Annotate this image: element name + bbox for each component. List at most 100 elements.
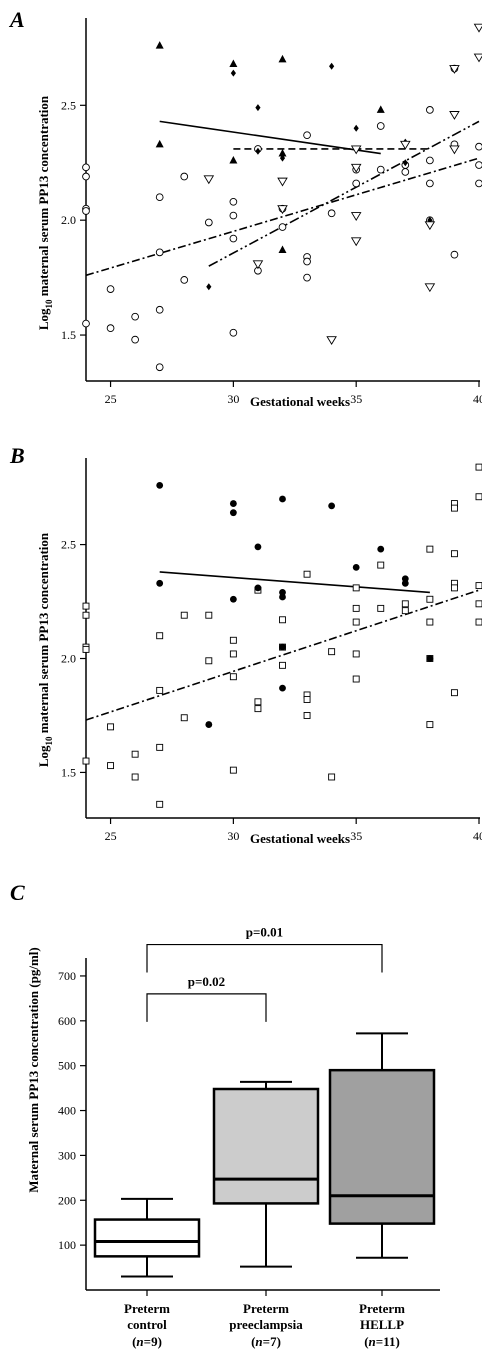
b-point-square-open <box>450 550 458 558</box>
a-point-circle-open <box>82 207 90 215</box>
b-xtick-label: 30 <box>227 829 239 843</box>
b-point-circle-filled <box>377 545 385 553</box>
a-point-diamond-filled <box>206 283 212 291</box>
a-point-circle-open <box>327 209 336 218</box>
b-point-square-open <box>450 584 458 592</box>
b-fit-line-dashdot <box>85 589 480 721</box>
a-ytick-label: 2.5 <box>61 98 76 112</box>
b-point-square-open <box>156 743 164 751</box>
c-category-n-label: (n=11) <box>364 1334 400 1349</box>
b-point-square-open <box>180 714 188 722</box>
b-point-square-open <box>131 750 139 758</box>
panel-c: C Maternal serum PP13 concentration (pg/… <box>10 880 440 1349</box>
a-xtick-label: 30 <box>227 392 239 406</box>
panel-c-axes <box>85 958 440 1291</box>
a-point-triangle-open <box>449 145 460 155</box>
a-point-triangle-open <box>350 163 362 173</box>
b-point-square-open <box>450 504 458 512</box>
b-point-circle-filled <box>254 584 262 592</box>
b-xtick-label: 40 <box>473 829 482 843</box>
b-point-square-open <box>82 611 90 619</box>
panel-a-fit-lines <box>85 120 480 277</box>
panel-b-ticks: 25 30 35 40 1.5 2.0 2.5 <box>61 538 482 843</box>
c-category-label-line2: preeclampsia <box>229 1317 303 1332</box>
a-point-diamond-filled <box>230 69 236 77</box>
c-category-label-line2: HELLP <box>360 1317 404 1332</box>
panel-c-significance-brackets: p=0.02 p=0.01 <box>146 925 383 1022</box>
b-point-square-open <box>180 611 188 619</box>
b-point-square-open <box>401 600 409 608</box>
panel-c-ylabel: Maternal serum PP13 concentration (pg/ml… <box>26 947 41 1193</box>
c-box <box>93 1218 201 1258</box>
b-point-square-open <box>82 645 90 653</box>
a-point-circle-open <box>401 168 410 176</box>
a-point-circle-open <box>155 193 164 202</box>
c-category-label-line1: Preterm <box>243 1301 289 1316</box>
a-point-circle-open <box>475 161 482 169</box>
b-point-square-open <box>254 705 262 713</box>
panel-a-ylabel: Log10 maternal serum PP13 concentration <box>36 95 54 330</box>
a-point-circle-open <box>180 276 189 284</box>
b-point-square-open <box>107 723 115 731</box>
c-category-label-line1: Preterm <box>124 1301 170 1316</box>
b-point-square-open <box>475 493 482 501</box>
b-point-square-open <box>426 595 434 603</box>
b-point-square-open <box>156 686 164 694</box>
b-point-square-open <box>303 570 311 578</box>
a-xtick-label: 35 <box>350 392 362 406</box>
a-point-triangle-filled <box>229 155 238 164</box>
b-ytick-label: 1.5 <box>61 765 76 779</box>
b-point-circle-filled <box>279 643 286 651</box>
a-point-circle-open <box>426 156 434 165</box>
b-point-square-open <box>205 611 213 619</box>
c-ytick-label: 200 <box>58 1193 76 1207</box>
b-point-square-open <box>279 616 286 624</box>
panel-c-letter: C <box>10 880 25 905</box>
a-point-circle-open <box>229 197 238 206</box>
b-point-square-open <box>352 604 360 612</box>
b-point-square-open <box>377 561 385 569</box>
a-point-circle-open <box>155 305 164 314</box>
panel-a-ticks: 25 30 35 40 1.5 2.0 2.5 <box>61 98 482 406</box>
c-ytick-label: 300 <box>58 1148 76 1162</box>
b-point-circle-filled <box>229 509 237 517</box>
a-point-triangle-open <box>473 23 482 33</box>
a-xtick-label: 25 <box>105 392 117 406</box>
b-point-square-open <box>426 618 434 626</box>
b-point-square-open <box>205 657 213 665</box>
a-point-triangle-filled <box>155 139 164 148</box>
a-point-circle-open <box>82 172 90 181</box>
a-point-triangle-open <box>252 260 264 270</box>
c-ytick-label: 400 <box>58 1104 76 1118</box>
a-ytick-label: 1.5 <box>61 328 76 342</box>
b-point-square-open <box>352 584 360 592</box>
a-point-circle-open <box>229 234 238 243</box>
a-fit-line-dashdotdot <box>208 120 480 267</box>
panel-b-letter: B <box>9 443 25 468</box>
a-point-triangle-open <box>473 53 482 63</box>
a-ytick-label: 2.0 <box>61 213 76 227</box>
b-point-square-open <box>475 582 482 590</box>
a-point-diamond-filled <box>255 147 261 155</box>
a-point-diamond-filled <box>402 159 408 167</box>
b-point-circle-filled <box>279 684 286 692</box>
panel-b-fit-lines <box>85 571 480 721</box>
b-ytick-label: 2.0 <box>61 652 76 666</box>
panel-b-ylabel: Log10 maternal serum PP13 concentration <box>36 532 54 767</box>
b-point-circle-filled <box>205 721 213 728</box>
c-category-label-line1: Preterm <box>359 1301 405 1316</box>
a-point-triangle-open <box>424 221 436 231</box>
a-point-circle-open <box>278 223 287 231</box>
panel-a: A Log10 maternal serum PP13 concentratio… <box>8 7 482 409</box>
a-point-triangle-filled <box>278 149 287 157</box>
a-point-diamond-filled <box>255 104 261 112</box>
panel-a-xlabel: Gestational weeks <box>250 394 350 409</box>
a-point-circle-open <box>106 285 115 293</box>
a-point-triangle-open <box>449 111 460 120</box>
b-point-square-open <box>229 673 237 681</box>
a-fit-line-dashdot <box>85 157 480 277</box>
b-point-circle-filled <box>254 543 262 551</box>
a-point-circle-open <box>155 363 164 372</box>
a-point-circle-open <box>376 165 385 174</box>
